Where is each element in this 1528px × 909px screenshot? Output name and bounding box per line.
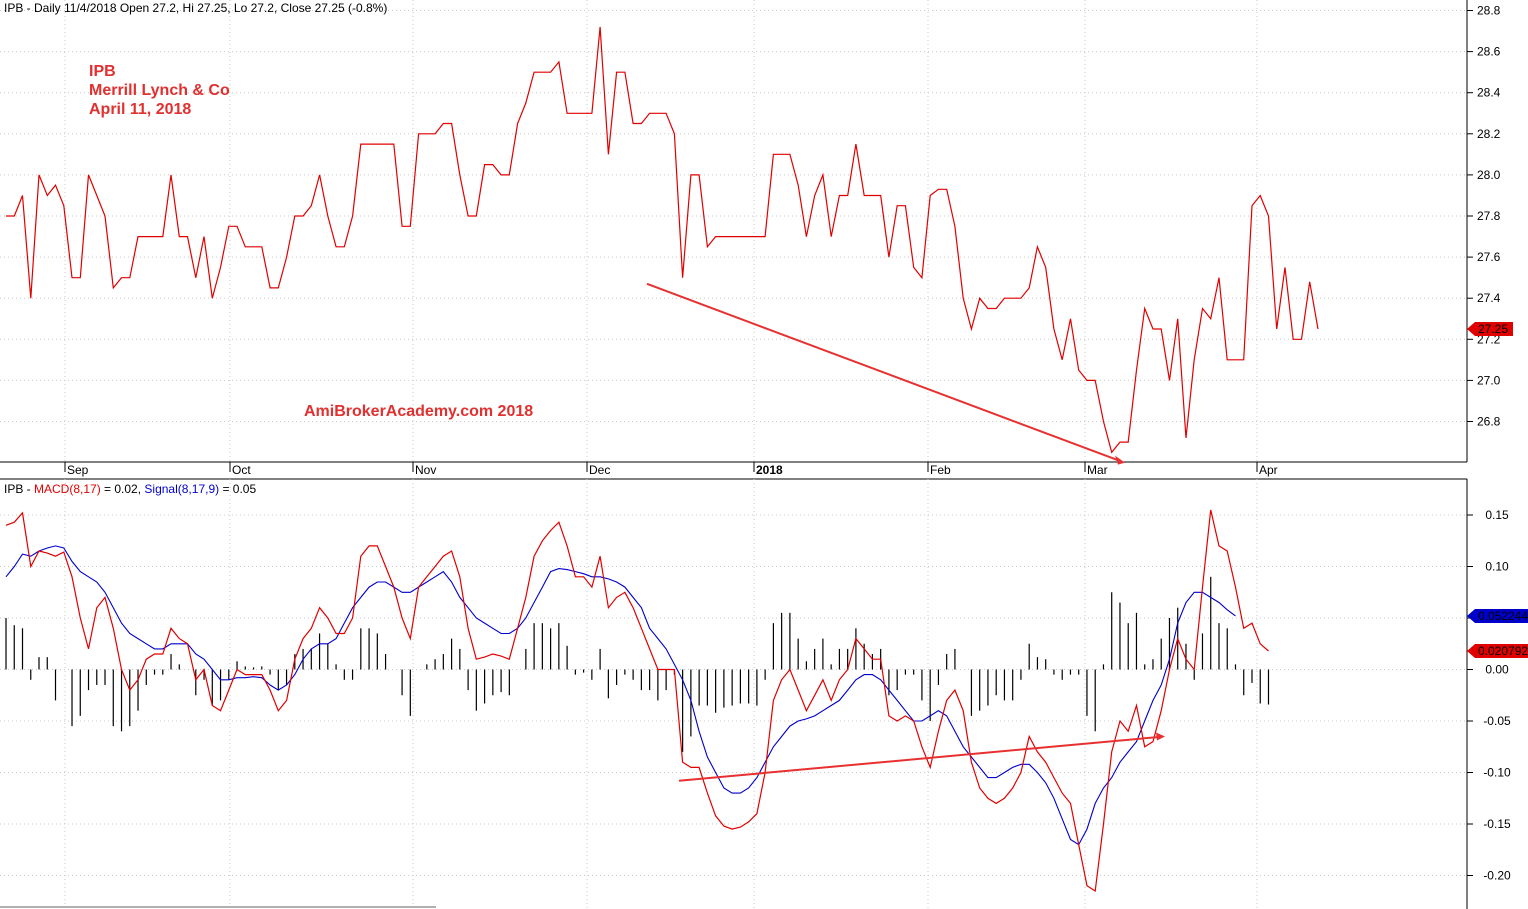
price-series-line [6,26,1319,454]
macd-title: IPB - MACD(8,17) = 0.02, Signal(8,17,9) … [4,482,256,496]
price-y-tick-label: 28.0 [1477,168,1501,182]
signal-last-value-marker: 0.052244 [1467,608,1528,623]
x-tick-label: Mar [1087,463,1108,477]
price-panel: 26.827.027.227.427.627.828.028.228.428.6… [0,0,1513,477]
price-y-tick-label: 28.8 [1477,4,1501,18]
macd-y-tick-label: -0.15 [1483,817,1511,831]
macd-legend-label: MACD(8,17) [34,482,101,496]
price-last-value: 27.25 [1478,322,1508,336]
x-tick-label: Oct [232,463,251,477]
price-trendline [646,282,1120,462]
macd-panel: -0.20-0.15-0.10-0.050.000.050.100.15 0.0… [0,478,1528,909]
x-tick-label: Feb [930,463,951,477]
price-time-grid [64,0,1258,462]
price-grid [0,10,1467,422]
annotation-broker: Merrill Lynch & Co [89,82,230,99]
price-y-tick-label: 27.8 [1477,209,1501,223]
price-last-value-marker: 27.25 [1467,322,1513,337]
annotation-ticker: IPB [89,63,116,80]
macd-trendline [678,735,1160,782]
price-y-tick-label: 28.4 [1477,86,1501,100]
macd-y-tick-label: -0.20 [1483,869,1511,883]
price-y-tick-label: 27.4 [1477,291,1501,305]
x-tick-label: Apr [1259,463,1278,477]
price-trendline-arrowhead [1115,455,1125,465]
macd-y-ticks: -0.20-0.15-0.10-0.050.000.050.100.15 [1467,508,1511,883]
x-tick-label: Nov [415,463,436,477]
macd-trendline-arrowhead [1156,732,1165,741]
macd-y-tick-label: -0.05 [1483,714,1511,728]
macd-last-value-marker: 0.020792 [1467,643,1528,658]
annotation-date: April 11, 2018 [89,101,191,118]
macd-y-tick-label: 0.15 [1485,508,1509,522]
macd-title-prefix: IPB - [4,482,34,496]
x-tick-label: Sep [67,463,89,477]
signal-legend-label: Signal(8,17,9) [144,482,219,496]
price-y-tick-label: 28.2 [1477,127,1501,141]
macd-y-tick-label: 0.00 [1485,663,1509,677]
price-title: IPB - Daily 11/4/2018 Open 27.2, Hi 27.2… [4,1,387,15]
price-y-tick-label: 27.6 [1477,250,1501,264]
macd-last-value: 0.020792 [1478,644,1528,658]
price-x-ticks: Sep Oct Nov Dec 2018 Feb Mar Apr [64,462,1278,477]
price-y-tick-label: 28.6 [1477,45,1501,59]
signal-last-value: 0.052244 [1478,609,1528,623]
macd-y-tick-label: -0.10 [1483,766,1511,780]
x-tick-label: 2018 [756,463,783,477]
price-y-tick-label: 27.0 [1477,373,1501,387]
price-y-tick-label: 26.8 [1477,415,1501,429]
macd-series-line [5,509,1269,893]
price-y-ticks: 26.827.027.227.427.627.828.028.228.428.6… [1467,4,1501,429]
signal-legend-value: = 0.05 [219,482,256,496]
macd-grid [0,514,1467,876]
watermark: AmiBrokerAcademy.com 2018 [304,403,533,420]
macd-legend-value: = 0.02, [101,482,145,496]
x-tick-label: Dec [589,463,610,477]
signal-series-line [5,545,1236,846]
macd-y-tick-label: 0.10 [1485,560,1509,574]
